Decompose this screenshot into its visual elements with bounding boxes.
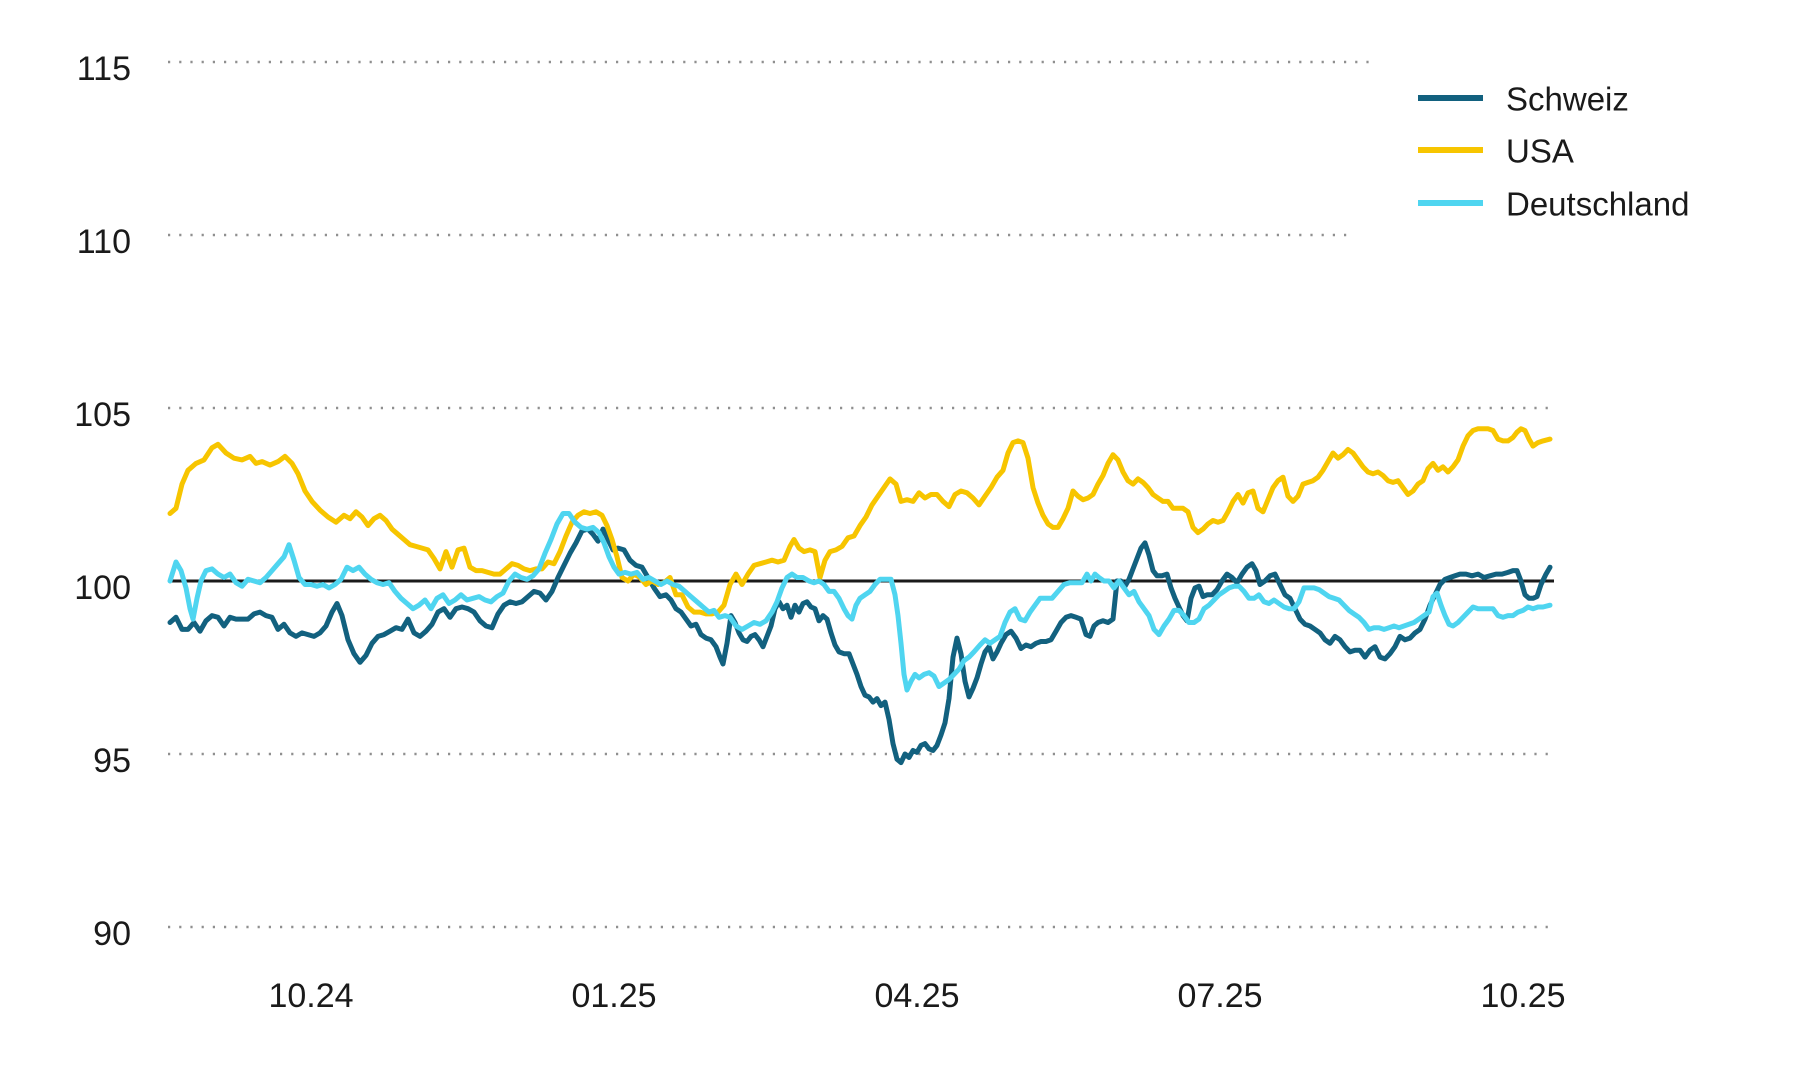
legend-label: Deutschland [1506,186,1689,223]
x-tick-label: 10.25 [1480,977,1565,1015]
legend-item-usa: USA [1418,133,1574,170]
legend-label: USA [1506,133,1574,170]
y-tick-label: 95 [93,742,131,780]
series-line-deutschland [167,511,1553,693]
series-line-schweiz [167,526,1553,766]
legend-label: Schweiz [1506,81,1629,118]
y-tick-label: 90 [93,915,131,953]
x-tick-label: 10.24 [268,977,353,1015]
y-axis-labels: 115 110 105 100 95 90 [74,50,131,953]
y-tick-label: 110 [77,223,131,261]
chart-legend: Schweiz USA Deutschland [1418,81,1689,223]
legend-item-schweiz: Schweiz [1418,81,1629,118]
x-tick-label: 04.25 [874,977,959,1015]
gridlines [168,60,1554,929]
y-tick-label: 100 [74,569,131,607]
legend-item-deutschland: Deutschland [1418,186,1689,223]
x-axis-labels: 10.24 01.25 04.25 07.25 10.25 [268,977,1565,1015]
series-line-usa [167,426,1553,617]
y-tick-label: 115 [77,50,131,88]
y-tick-label: 105 [74,396,131,434]
x-tick-label: 01.25 [571,977,656,1015]
x-tick-label: 07.25 [1177,977,1262,1015]
series-lines [167,426,1553,766]
